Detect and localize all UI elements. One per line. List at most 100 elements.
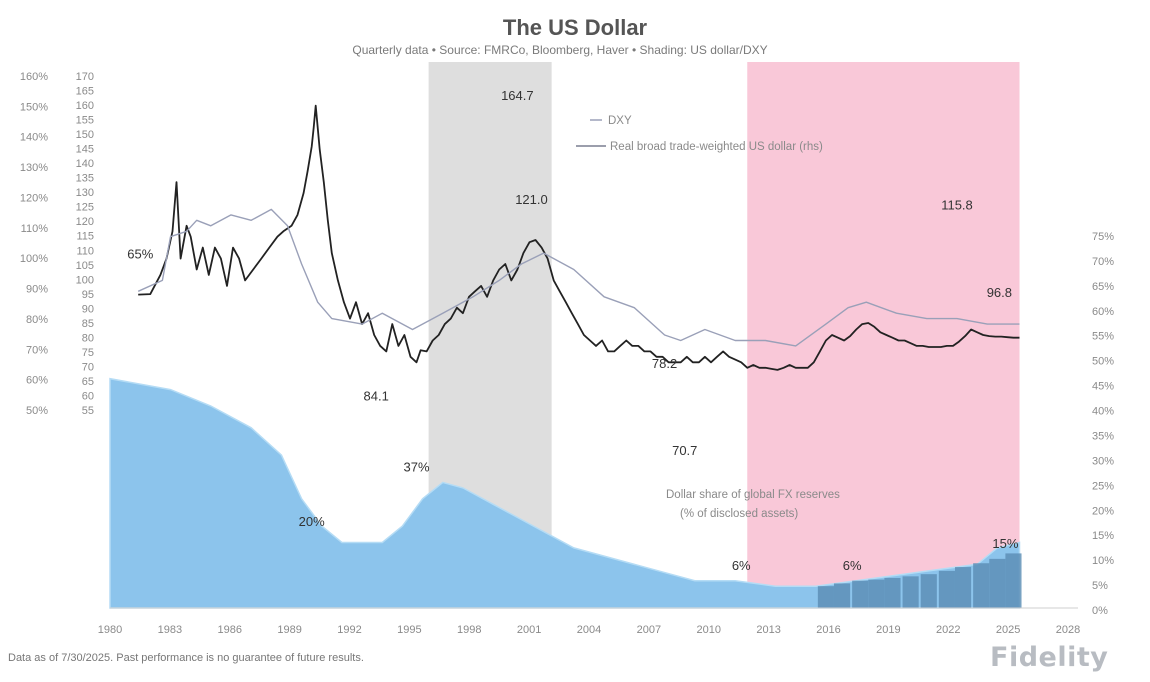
left-outer-tick-label: 90% [26,284,48,296]
left-inner-tick-label: 150 [76,129,94,141]
data-label: 78.2 [652,356,677,371]
legend-label: Real broad trade-weighted US dollar (rhs… [610,141,823,153]
left-inner-tick-label: 70 [82,361,94,373]
reserves-area [109,377,1022,609]
gold-share-bar [833,583,851,608]
right-tick-label: 75% [1092,231,1114,243]
left-outer-tick-label: 130% [20,162,48,174]
left-inner-tick-label: 60 [82,390,94,402]
gold-share-bar [954,567,972,608]
left-inner-tick-label: 55 [82,405,94,417]
data-label: 15% [992,536,1018,551]
right-tick-label: 35% [1092,430,1114,442]
left-inner-tick-label: 155 [76,115,94,127]
left-inner-tick-label: 105 [76,260,94,272]
right-tick-label: 0% [1092,605,1108,617]
right-tick-label: 40% [1092,406,1114,418]
x-tick-label: 2016 [816,624,840,636]
gold-share-bar [884,577,901,608]
left-outer-tick-label: 110% [21,223,49,235]
x-tick-label: 2013 [756,624,780,636]
left-outer-tick-label: 50% [26,405,48,417]
x-tick-label: 2004 [577,624,601,636]
gold-share-bar [817,586,834,608]
data-label: 164.7 [501,88,534,103]
data-label: 121.0 [515,192,548,207]
right-tick-label: 25% [1092,480,1114,492]
data-label: 96.8 [987,285,1012,300]
legend-label: Dollar share of global FX reserves [666,489,840,501]
left-inner-tick-label: 75 [82,347,94,359]
annotations: 164.7 121.0 84.1 78.2 70.7 115.8 96.8 65% 37% 20%… [127,88,1019,573]
data-label: 6% [732,558,751,573]
x-tick-label: 2019 [876,624,900,636]
left-inner-tick-label: 125 [76,202,94,214]
left-outer-tick-label: 150% [20,101,48,113]
x-tick-label: 2007 [637,624,661,636]
legend-label: (% of disclosed assets) [680,508,798,520]
left-outer-tick-label: 80% [26,314,48,326]
series-lines [137,104,1020,371]
left-inner-tick-label: 145 [76,144,94,156]
gold-share-bar [938,570,955,608]
gold-share-bar [920,574,937,608]
right-tick-label: 45% [1092,381,1114,393]
left-inner-tick-label: 90 [82,303,94,315]
right-tick-label: 20% [1092,505,1114,517]
left-inner-tick-label: 165 [76,86,94,98]
left-inner-tick-label: 140 [76,158,94,170]
legend-label: DXY [608,115,632,127]
x-tick-label: 2022 [936,624,960,636]
right-tick-label: 15% [1092,530,1114,542]
data-label: 115.8 [941,197,973,212]
data-label: 6% [843,558,862,573]
legend: DXY Real broad trade-weighted US dollar (… [576,115,840,520]
left-outer-tick-label: 160% [20,71,48,83]
axes: 1980 1983 1986 1989 1992 1995 1998 2001 2004 2007… [20,71,1114,636]
data-label: 84.1 [364,389,389,404]
left-inner-tick-label: 110 [76,245,94,257]
chart-title: The US Dollar [503,15,648,40]
x-tick-label: 2028 [1056,624,1080,636]
right-tick-label: 70% [1092,256,1114,268]
x-tick-label: 1980 [98,624,122,636]
right-tick-label: 55% [1092,331,1114,343]
left-inner-tick-label: 100 [76,274,94,286]
left-inner-tick-label: 115 [76,231,94,243]
real-broad-dollar-line [137,208,1020,347]
left-inner-tick-label: 130 [76,187,94,199]
left-inner-tick-label: 95 [82,289,94,301]
gold-share-bar [902,576,919,608]
left-outer-tick-label: 70% [26,344,48,356]
x-tick-label: 1998 [457,624,481,636]
x-tick-label: 1983 [158,624,182,636]
dxy-line [138,104,1020,371]
gold-share-bar [868,579,885,608]
left-outer-tick-label: 100% [20,253,48,265]
x-tick-label: 2010 [697,624,721,636]
right-tick-label: 30% [1092,455,1114,467]
right-tick-label: 5% [1092,580,1108,592]
x-tick-label: 1995 [397,624,421,636]
left-inner-tick-label: 85 [82,318,94,330]
left-inner-tick-label: 170 [76,71,94,83]
footer-note: Data as of 7/30/2025. Past performance i… [8,652,364,664]
x-tick-label: 1986 [218,624,242,636]
x-tick-label: 2001 [517,624,541,636]
shaded-periods [428,62,1020,608]
left-inner-tick-label: 65 [82,376,94,388]
left-inner-tick-label: 160 [76,100,94,112]
data-label: 20% [299,514,325,529]
right-tick-label: 65% [1092,281,1114,293]
data-label: 37% [404,460,430,475]
right-tick-label: 60% [1092,306,1114,318]
gold-share-bar [1005,553,1022,608]
x-tick-label: 2025 [996,624,1020,636]
reserves-share-area [109,377,1021,609]
left-inner-tick-label: 120 [76,216,94,228]
x-tick-label: 1989 [277,624,301,636]
right-tick-label: 10% [1092,555,1114,567]
data-label: 70.7 [672,443,697,458]
left-outer-tick-label: 120% [20,192,48,204]
